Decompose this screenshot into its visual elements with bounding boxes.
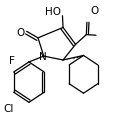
Text: N: N — [39, 52, 47, 62]
Text: O: O — [17, 28, 25, 38]
Text: Cl: Cl — [3, 104, 14, 114]
Text: HO: HO — [45, 7, 61, 17]
Text: O: O — [90, 6, 98, 16]
Text: F: F — [9, 56, 15, 66]
